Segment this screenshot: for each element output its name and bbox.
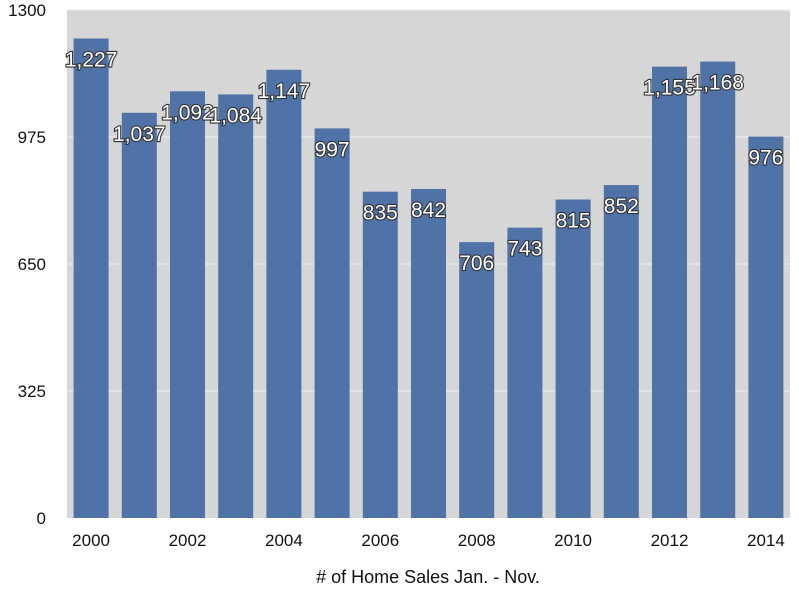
y-tick-label: 325 bbox=[18, 382, 46, 401]
x-tick-label: 2010 bbox=[554, 531, 592, 550]
bar-2007 bbox=[411, 188, 446, 519]
y-tick-label: 975 bbox=[18, 128, 46, 147]
y-tick-label: 0 bbox=[37, 509, 46, 528]
x-tick-label: 2012 bbox=[651, 531, 689, 550]
x-axis-label: # of Home Sales Jan. - Nov. bbox=[316, 567, 540, 587]
x-axis-ticks: 2000 2002 2004 2006 2008 2010 2012 2014 bbox=[72, 531, 785, 550]
x-tick-label: 2004 bbox=[265, 531, 303, 550]
bar-2002 bbox=[170, 91, 205, 518]
y-axis-ticks: 0 325 650 975 1300 bbox=[8, 1, 46, 528]
data-label: 997 bbox=[315, 138, 350, 161]
x-tick-label: 2006 bbox=[361, 531, 399, 550]
bar-2003 bbox=[218, 94, 254, 518]
x-tick-label: 2002 bbox=[169, 531, 207, 550]
bar-2006 bbox=[362, 191, 398, 518]
x-tick-label: 2014 bbox=[747, 531, 785, 550]
bar-2005 bbox=[314, 128, 350, 518]
data-label: 842 bbox=[411, 199, 446, 222]
data-label: 1,227 bbox=[65, 49, 118, 72]
bar-2008 bbox=[459, 242, 495, 518]
y-tick-label: 650 bbox=[18, 255, 46, 274]
bar-2000 bbox=[73, 38, 109, 518]
data-label: 1,147 bbox=[258, 80, 311, 103]
x-tick-label: 2008 bbox=[458, 531, 496, 550]
data-label: 1,084 bbox=[209, 104, 262, 127]
data-label: 743 bbox=[507, 238, 542, 261]
x-tick-label: 2000 bbox=[72, 531, 110, 550]
data-label: 1,037 bbox=[113, 123, 166, 146]
data-label: 1,092 bbox=[161, 101, 214, 124]
bar-2014 bbox=[748, 136, 784, 518]
y-tick-label: 1300 bbox=[8, 1, 46, 20]
bar-2011 bbox=[603, 185, 639, 518]
data-label: 1,155 bbox=[643, 77, 696, 100]
bar-2004 bbox=[266, 69, 302, 518]
bar-2001 bbox=[121, 112, 157, 518]
bar-2010 bbox=[555, 199, 591, 518]
bar-2013 bbox=[700, 61, 736, 518]
data-label: 1,168 bbox=[691, 72, 744, 95]
data-label: 706 bbox=[459, 252, 494, 275]
data-label: 815 bbox=[556, 210, 591, 233]
data-label: 976 bbox=[748, 147, 783, 170]
bar-2009 bbox=[507, 227, 543, 519]
bars bbox=[73, 38, 784, 519]
bar-2012 bbox=[652, 66, 687, 519]
data-label: 852 bbox=[604, 195, 639, 218]
data-label: 835 bbox=[363, 202, 398, 225]
